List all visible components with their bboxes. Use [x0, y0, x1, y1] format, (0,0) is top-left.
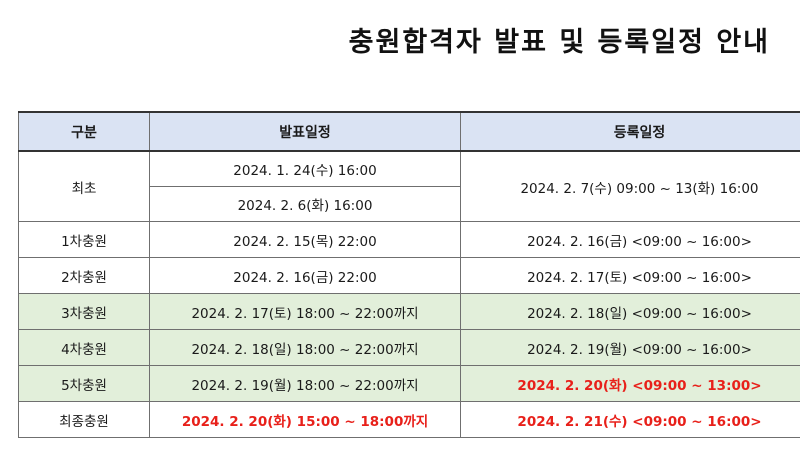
table-row-final: 최종충원 2024. 2. 20(화) 15:00 ~ 18:00까지 2024…	[18, 401, 800, 438]
row-registration-highlighted: 2024. 2. 20(화) <09:00 ~ 13:00>	[460, 365, 800, 402]
table-row-initial-second: 2024. 2. 6(화) 16:00	[19, 186, 800, 222]
row-registration-highlighted: 2024. 2. 21(수) <09:00 ~ 16:00>	[460, 401, 800, 438]
row-announcement: 2024. 2. 17(토) 18:00 ~ 22:00까지	[149, 293, 461, 330]
header-announcement: 발표일정	[149, 111, 461, 152]
row-category: 1차충원	[18, 221, 150, 258]
table-row-round-1: 1차충원 2024. 2. 15(목) 22:00 2024. 2. 16(금)…	[18, 221, 800, 258]
row-registration: 2024. 2. 16(금) <09:00 ~ 16:00>	[460, 221, 800, 258]
row-category: 최초	[18, 150, 150, 222]
row-category: 2차충원	[18, 257, 150, 294]
row-announcement: 2024. 2. 18(일) 18:00 ~ 22:00까지	[149, 329, 461, 366]
table-row-round-5: 5차충원 2024. 2. 19(월) 18:00 ~ 22:00까지 2024…	[18, 365, 800, 402]
table-row-round-2: 2차충원 2024. 2. 16(금) 22:00 2024. 2. 17(토)…	[18, 257, 800, 294]
row-category: 4차충원	[18, 329, 150, 366]
row-category: 3차충원	[18, 293, 150, 330]
row-registration: 2024. 2. 18(일) <09:00 ~ 16:00>	[460, 293, 800, 330]
page-title: 충원합격자 발표 및 등록일정 안내	[348, 27, 770, 58]
row-announcement-highlighted: 2024. 2. 20(화) 15:00 ~ 18:00까지	[149, 401, 461, 438]
row-registration: 2024. 2. 17(토) <09:00 ~ 16:00>	[460, 257, 800, 294]
table-header-row: 구분 발표일정 등록일정	[18, 111, 800, 152]
row-category: 5차충원	[18, 365, 150, 402]
header-registration: 등록일정	[460, 111, 800, 152]
table-row-initial: 최초 2024. 1. 24(수) 16:00 2024. 2. 7(수) 09…	[18, 150, 800, 222]
row-announcement: 2024. 2. 16(금) 22:00	[149, 257, 461, 294]
row-announcement: 2024. 2. 19(월) 18:00 ~ 22:00까지	[149, 365, 461, 402]
header-category: 구분	[18, 111, 150, 152]
schedule-table: 구분 발표일정 등록일정 최초 2024. 1. 24(수) 16:00 202…	[18, 111, 800, 438]
table-row-round-3: 3차충원 2024. 2. 17(토) 18:00 ~ 22:00까지 2024…	[18, 293, 800, 330]
table-row-round-4: 4차충원 2024. 2. 18(일) 18:00 ~ 22:00까지 2024…	[18, 329, 800, 366]
row-category: 최종충원	[18, 401, 150, 438]
row-announcement: 2024. 2. 6(화) 16:00	[149, 186, 461, 222]
row-announcement: 2024. 2. 15(목) 22:00	[149, 221, 461, 258]
row-registration: 2024. 2. 7(수) 09:00 ~ 13(화) 16:00	[460, 150, 800, 222]
row-announcement: 2024. 1. 24(수) 16:00	[149, 150, 461, 187]
row-registration: 2024. 2. 19(월) <09:00 ~ 16:00>	[460, 329, 800, 366]
